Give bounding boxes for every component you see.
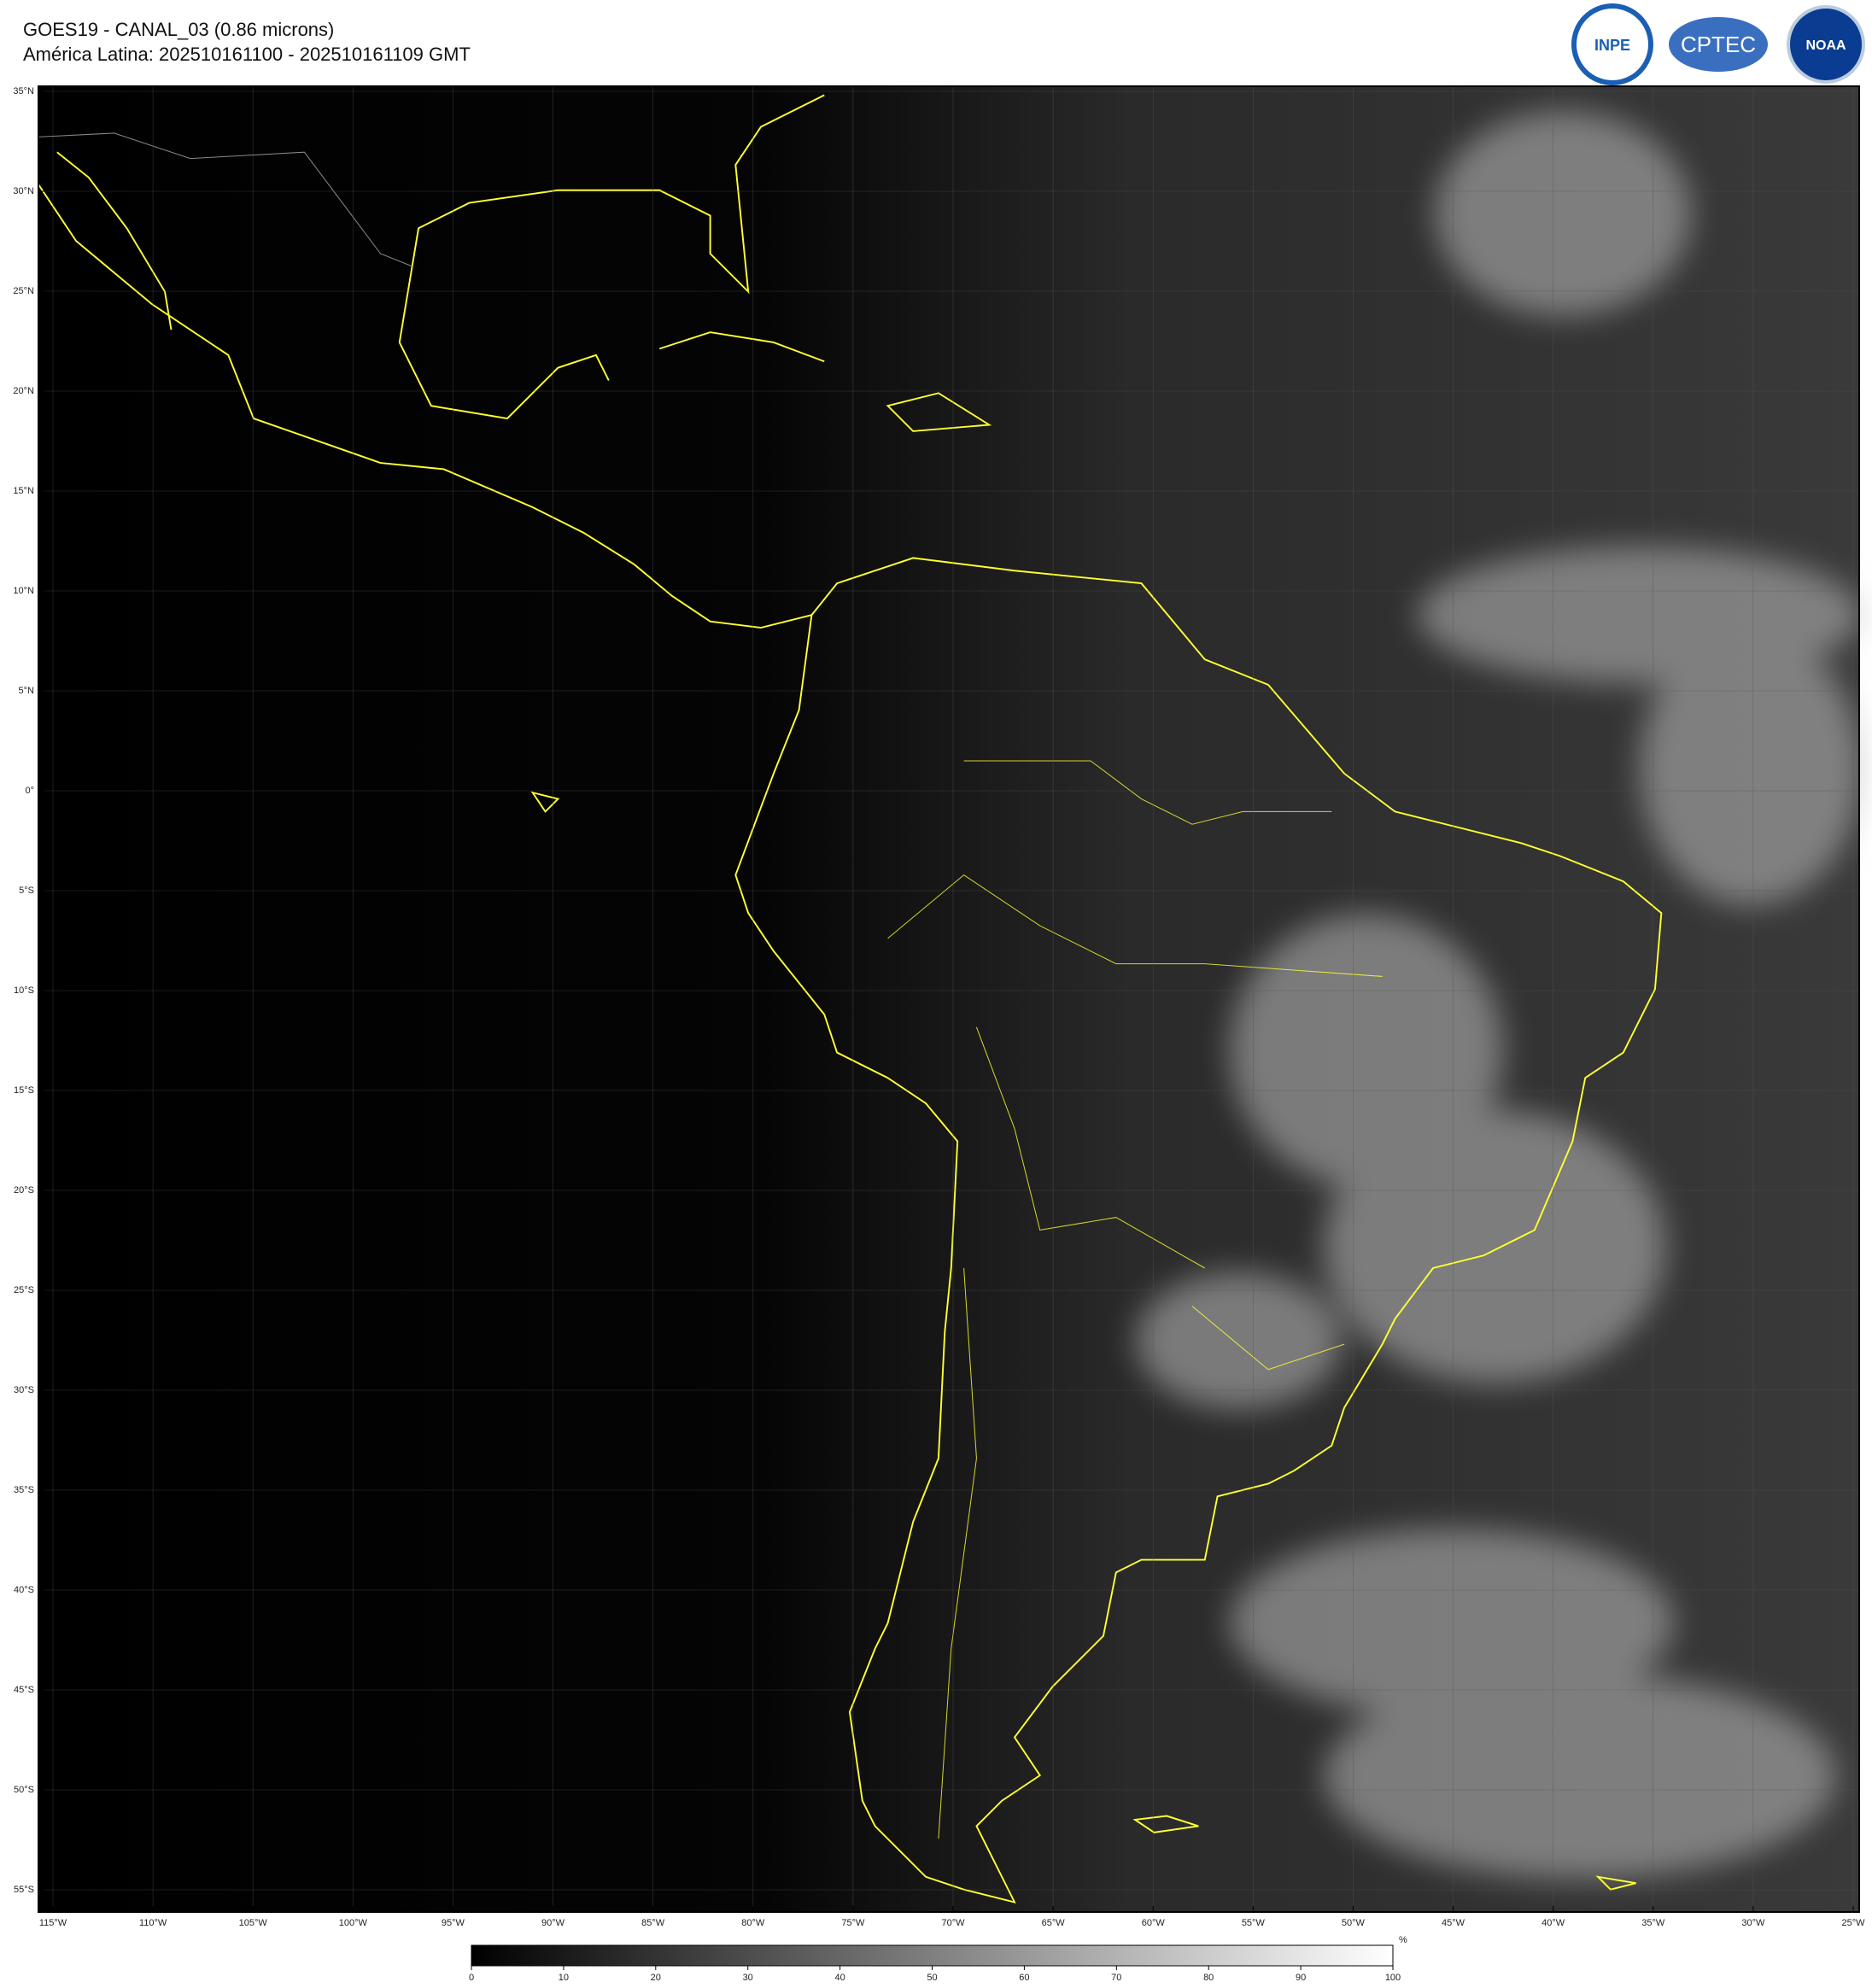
lon-label: 40°W: [1541, 1918, 1565, 1928]
colorbar-label: 90: [1296, 1973, 1306, 1983]
colorbar-label: 80: [1203, 1973, 1214, 1983]
logo-cptec: [1669, 17, 1768, 72]
logo-text: INPE: [1594, 37, 1630, 54]
lon-label: 80°W: [741, 1918, 765, 1928]
lat-label: 10°N: [13, 586, 34, 596]
colorbar-label: 50: [927, 1973, 937, 1983]
title: GOES19 - CANAL_03 (0.86 microns): [23, 19, 334, 40]
lat-label: 30°N: [13, 186, 34, 196]
lon-label: 115°W: [39, 1918, 67, 1928]
lat-label: 50°S: [14, 1785, 34, 1795]
map: [37, 85, 1862, 1913]
colorbar-label: 30: [743, 1973, 753, 1983]
colorbar-label: 10: [559, 1973, 569, 1983]
colorbar: %: [471, 1935, 1407, 1967]
subtitle: América Latina: 202510161100 - 202510161…: [23, 44, 471, 65]
lat-label: 55°S: [14, 1885, 34, 1895]
lat-label: 5°N: [19, 686, 35, 696]
lon-label: 85°W: [641, 1918, 665, 1928]
lat-label: 10°S: [14, 985, 34, 996]
lat-label: 15°S: [14, 1085, 34, 1096]
lat-label: 0°: [25, 786, 34, 796]
lat-label: 20°S: [14, 1185, 34, 1196]
logo-text: NOAA: [1805, 38, 1846, 53]
colorbar-unit: %: [1399, 1935, 1407, 1945]
lon-label: 60°W: [1142, 1918, 1166, 1928]
lat-label: 45°S: [14, 1685, 34, 1695]
lon-label: 100°W: [339, 1918, 368, 1928]
logo-text: CPTEC: [1681, 32, 1756, 57]
lat-label: 25°S: [14, 1285, 34, 1295]
lat-label: 35°S: [14, 1485, 34, 1495]
colorbar-label: 60: [1019, 1973, 1029, 1983]
lat-label: 15°N: [13, 486, 34, 496]
logo-inpe: [1571, 3, 1653, 85]
lon-label: 70°W: [941, 1918, 965, 1928]
lon-label: 110°W: [139, 1918, 167, 1928]
colorbar-label: 40: [834, 1973, 845, 1983]
lon-label: 55°W: [1242, 1918, 1266, 1928]
lat-label: 30°S: [14, 1385, 34, 1395]
lon-label: 30°W: [1741, 1918, 1765, 1928]
lat-label: 20°N: [13, 386, 34, 396]
graticule: [38, 86, 1859, 1912]
lon-label: 50°W: [1342, 1918, 1366, 1928]
colorbar-label: 20: [651, 1973, 661, 1983]
lon-label: 35°W: [1641, 1918, 1665, 1928]
clouds: [1136, 111, 1862, 1879]
lon-label: 25°W: [1841, 1918, 1865, 1928]
lat-label: 35°N: [13, 86, 34, 96]
lat-label: 40°S: [14, 1585, 34, 1595]
lon-label: 65°W: [1042, 1918, 1066, 1928]
coastlines: [37, 94, 1663, 1903]
logos: INPE CPTEC NOAA: [1571, 3, 1865, 85]
logo-noaa: [1787, 5, 1865, 84]
borders: [887, 760, 1383, 1839]
lon-label: 75°W: [841, 1918, 865, 1928]
lon-label: 90°W: [541, 1918, 565, 1928]
colorbar-label: 100: [1385, 1973, 1401, 1983]
lon-label: 45°W: [1442, 1918, 1465, 1928]
colorbar-label: 70: [1111, 1973, 1121, 1983]
map-frame: [38, 85, 1860, 1913]
borders-north: [38, 132, 412, 267]
colorbar-label: 0: [469, 1973, 474, 1983]
lat-label: 25°N: [13, 286, 34, 296]
lon-label: 105°W: [239, 1918, 268, 1928]
colorbar-ramp: [471, 1944, 1394, 1967]
lon-label: 95°W: [442, 1918, 465, 1928]
lat-label: 5°S: [19, 886, 34, 896]
